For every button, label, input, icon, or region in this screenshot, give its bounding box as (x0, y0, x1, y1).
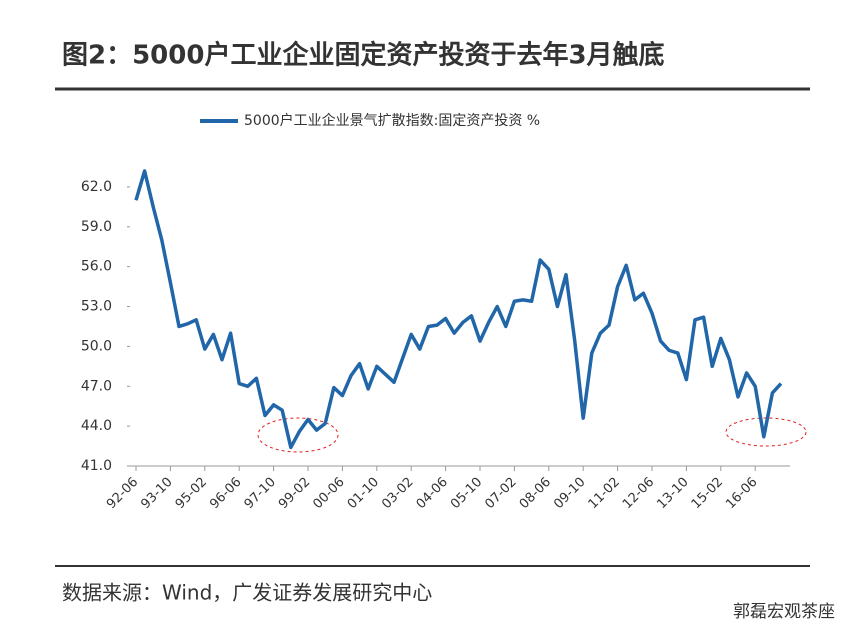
x-tick-label: 08-06 (517, 475, 554, 512)
annotation-ellipse (257, 417, 339, 453)
x-tick-label: 93-10 (138, 475, 175, 512)
x-tick-label: 01-10 (345, 475, 382, 512)
x-tick-label: 92-06 (104, 475, 141, 512)
y-tick-label: 62.0 (81, 179, 112, 195)
x-tick-label: 96-06 (207, 475, 244, 512)
y-tick-label: 56.0 (81, 259, 112, 275)
x-tick-label: 00-06 (310, 475, 347, 512)
x-tick-label: 12-06 (620, 475, 657, 512)
x-tick-label: 13-10 (654, 475, 691, 512)
y-tick-label: 41.0 (81, 458, 112, 474)
y-tick-label: 44.0 (81, 418, 112, 434)
x-tick-label: 11-02 (586, 475, 623, 512)
legend-label: 5000户工业企业景气扩散指数:固定资产投资 % (244, 112, 540, 129)
data-line (134, 169, 783, 450)
x-tick-label: 97-10 (242, 475, 279, 512)
x-tick-label: 09-10 (551, 475, 588, 512)
x-tick-label: 16-06 (723, 475, 760, 512)
x-tick-label: 05-10 (448, 475, 485, 512)
y-tick-label: 47.0 (81, 378, 112, 394)
x-tick-label: 99-02 (276, 475, 313, 512)
x-tick-label: 15-02 (689, 475, 726, 512)
x-tick-label: 04-06 (414, 475, 451, 512)
y-tick-label: 53.0 (81, 299, 112, 315)
source: 数据来源：Wind，广发证券发展研究中心 (62, 581, 432, 605)
x-tick-label: 03-02 (379, 475, 416, 512)
x-tick-label: 95-02 (173, 475, 210, 512)
y-tick-label: 50.0 (81, 338, 112, 354)
y-tick-label: 59.0 (81, 219, 112, 235)
watermark: 郭磊宏观茶座 (733, 602, 835, 622)
chart-title: 图2：5000户工业企业固定资产投资于去年3月触底 (62, 40, 665, 71)
x-tick-label: 07-02 (482, 475, 519, 512)
